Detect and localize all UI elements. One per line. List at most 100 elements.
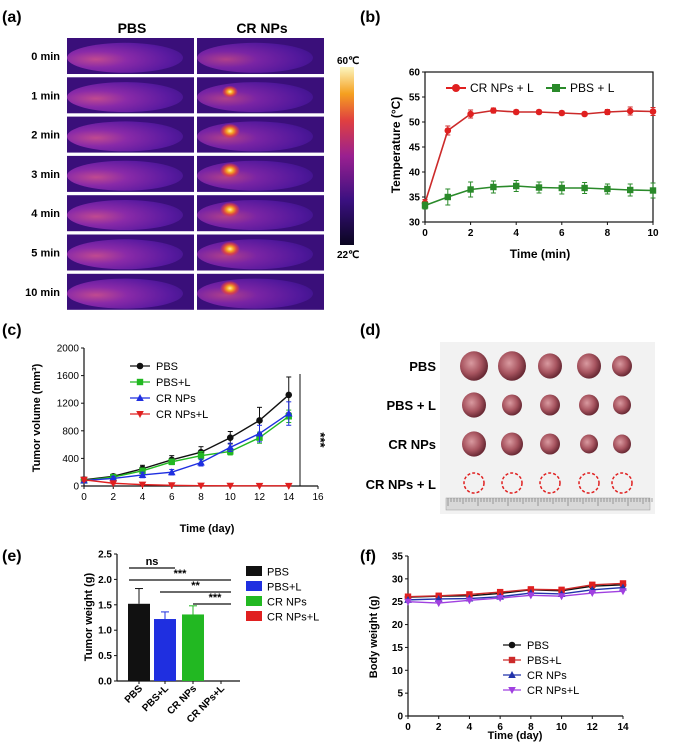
y-tick-label: 30 — [409, 218, 421, 229]
tumor-specimen — [501, 432, 523, 456]
thermal-col-header-pbs: PBS — [118, 20, 147, 36]
y-tick-label: 0 — [73, 482, 79, 493]
data-point — [285, 391, 293, 399]
data-point — [581, 184, 588, 192]
data-point — [490, 107, 497, 114]
data-point — [467, 110, 474, 118]
sig-label: *** — [209, 592, 223, 604]
data-point — [649, 108, 657, 115]
tumor-empty-circle — [463, 472, 485, 494]
data-point — [226, 443, 235, 451]
bar-1 — [154, 619, 176, 681]
panel-label-f: (f) — [360, 548, 376, 565]
data-point — [138, 470, 147, 478]
tumor-volume-chart: 0 2 4 6 8 10 12 14 16 0 400 800 1200 1600 2000 Time (d… — [31, 344, 328, 536]
mouse-body — [67, 82, 183, 113]
tumor-hotspot — [222, 85, 238, 98]
x-tick-label: 16 — [312, 492, 324, 503]
thermal-row-label: 2 min — [31, 130, 60, 142]
panel-label-a: (a) — [2, 9, 22, 26]
chartB-xlabel: Time (min) — [510, 247, 570, 261]
tumor-row-label-crnps-l: CR NPs + L — [366, 477, 436, 492]
tumor-photo-panel: PBS PBS + L CR NPs CR NPs + L — [366, 342, 655, 514]
thermal-row-label: 5 min — [31, 248, 60, 260]
sig-label: *** — [174, 568, 188, 580]
chartF-ylabel: Body weight (g) — [368, 595, 380, 678]
tumor-hotspot — [220, 202, 240, 218]
legend-label: CR NPs+L — [527, 685, 579, 697]
series-line-0 — [83, 394, 290, 481]
mouse-body — [67, 160, 183, 191]
series-line-1 — [407, 582, 624, 598]
tumor-hotspot — [220, 123, 240, 139]
y-tick-label: 2.0 — [98, 575, 112, 586]
mouse-body — [67, 239, 183, 270]
tumor-specimen — [579, 394, 599, 416]
y-tick-label: 35 — [392, 552, 404, 563]
legend-marker-pbs-l — [552, 84, 560, 92]
y-tick-label: 45 — [409, 143, 421, 154]
bar-2 — [182, 614, 204, 681]
x-tick-label: PBS — [123, 683, 146, 706]
data-point — [197, 482, 205, 490]
x-tick-label: 0 — [422, 228, 428, 239]
x-tick-label: 0 — [81, 492, 87, 503]
tumor-empty-circle — [539, 472, 561, 494]
y-tick-label: 0 — [397, 712, 403, 723]
data-point — [619, 588, 627, 596]
body-weight-chart: 0 2 4 6 8 10 12 14 0 5 10 15 20 25 30 35 Time (day) Bod… — [368, 552, 629, 743]
chartE-legend: PBS PBS+L CR NPs CR NPs+L — [246, 566, 319, 624]
data-point — [512, 108, 520, 116]
y-tick-label: 20 — [392, 620, 404, 631]
data-point — [535, 184, 543, 191]
data-point — [581, 110, 588, 118]
x-tick-label: 14 — [283, 492, 295, 503]
thermal-color-scale — [340, 67, 354, 245]
x-tick-label: 14 — [617, 722, 629, 733]
legend-label: PBS+L — [267, 582, 302, 594]
tumor-specimen — [577, 353, 601, 379]
chartC-ylabel: Tumor volume (mm³) — [31, 363, 43, 472]
legend-label: PBS+L — [527, 655, 562, 667]
series-line-3 — [407, 590, 624, 604]
data-point — [168, 458, 175, 466]
tumor-specimen — [613, 434, 631, 454]
data-point — [558, 109, 566, 117]
tumor-specimen — [462, 431, 486, 457]
data-point — [496, 588, 504, 596]
x-tick-label: 6 — [559, 228, 565, 239]
legend-marker — [508, 641, 516, 649]
plot-frame — [424, 71, 654, 223]
x-tick-label: 2 — [110, 492, 116, 503]
thermal-col-header-crnps: CR NPs — [236, 20, 288, 36]
data-point — [527, 592, 535, 600]
legend-marker — [136, 394, 144, 401]
data-point — [558, 184, 565, 192]
y-tick-label: 2000 — [57, 344, 80, 355]
mouse-body — [67, 42, 183, 73]
data-point — [139, 467, 146, 475]
tumor-row-label-pbs-l: PBS + L — [387, 398, 437, 413]
x-tick-label: 10 — [225, 492, 237, 503]
data-point — [588, 590, 597, 598]
legend-swatch — [246, 611, 262, 621]
tumor-hotspot — [220, 241, 240, 257]
y-tick-label: 25 — [392, 597, 404, 608]
tumor-specimen — [460, 351, 488, 381]
x-tick-label: 4 — [140, 492, 146, 503]
y-tick-label: 40 — [409, 168, 421, 179]
series-line-3 — [83, 479, 289, 487]
legend-label: PBS — [267, 567, 289, 579]
x-tick-label: 10 — [556, 722, 568, 733]
mouse-body — [67, 200, 183, 230]
y-tick-label: 1.5 — [98, 600, 112, 611]
chartF-legend: PBS PBS+L CR NPs CR NPs+L — [503, 640, 579, 697]
tumor-empty-circle — [501, 472, 523, 494]
tumor-weight-chart: 0.0 0.5 1.0 1.5 2.0 2.5 PBS PBS+L CR NPs CR NPs+L… — [83, 550, 319, 726]
bar-0 — [128, 603, 150, 681]
y-tick-label: 800 — [62, 426, 79, 437]
legend-label: CR NPs — [267, 597, 307, 609]
x-tick-label: 0 — [405, 722, 411, 733]
data-point — [138, 481, 147, 489]
